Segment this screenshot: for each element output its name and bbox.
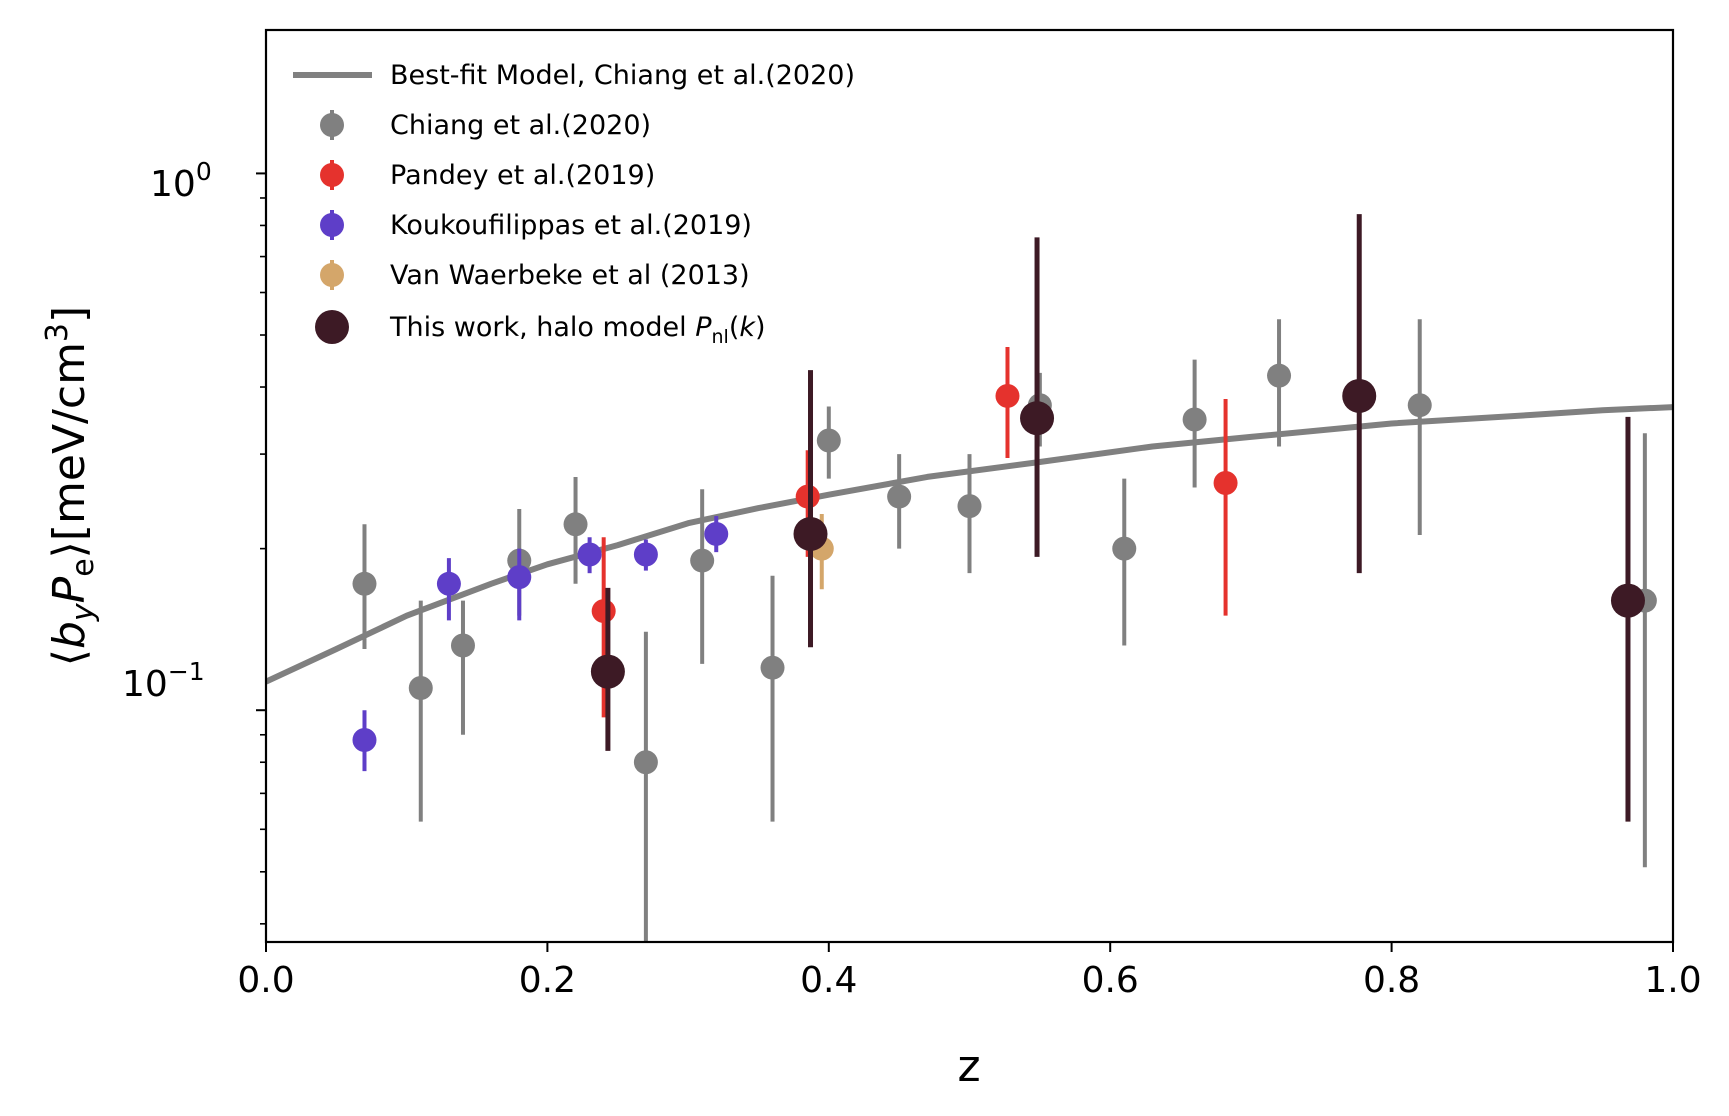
x-axis-ticks: 0.0 0.2 0.4 0.6 0.8 1.0	[237, 942, 1702, 1001]
data-point	[450, 633, 475, 658]
data-point	[1182, 407, 1207, 432]
data-point	[408, 675, 433, 700]
legend-label-koukoufilippas: Koukoufilippas et al.(2019)	[390, 210, 752, 241]
x-tick-label: 0.0	[237, 960, 294, 1001]
data-point	[577, 542, 602, 567]
data-point	[957, 494, 982, 519]
y-tick-exponent: 0	[196, 157, 212, 186]
data-point	[352, 728, 377, 753]
series-0	[352, 319, 1657, 942]
data-point	[1610, 583, 1645, 618]
series-4	[590, 214, 1645, 822]
data-point	[995, 383, 1020, 408]
data-point	[793, 516, 828, 551]
data-point	[1020, 401, 1055, 436]
x-axis-title: z	[957, 1041, 980, 1092]
legend-label-chiang: Chiang et al.(2020)	[390, 110, 651, 141]
data-point	[1342, 378, 1377, 413]
y-axis-title: ⟨byPe⟩[meV/cm3]	[40, 306, 101, 666]
data-point	[590, 654, 625, 689]
best-fit-model-line	[266, 404, 1673, 685]
data-point	[795, 484, 820, 509]
data-point	[1213, 471, 1238, 496]
legend-marker-koukoufilippas	[320, 213, 344, 237]
plot-frame	[264, 28, 1675, 944]
y-axis-ticks	[256, 172, 266, 925]
legend-marker-chiang	[320, 113, 344, 137]
data-point	[633, 542, 658, 567]
legend-label-van-waerbeke: Van Waerbeke et al (2013)	[390, 260, 750, 291]
data-point	[690, 548, 715, 573]
y-tick-exponent: −1	[168, 657, 205, 686]
data-point	[633, 750, 658, 775]
x-tick-label: 0.8	[1363, 960, 1420, 1001]
data-point	[760, 655, 785, 680]
x-tick-label: 1.0	[1644, 960, 1701, 1001]
data-point	[704, 521, 729, 546]
y-tick-label-10e0: 100	[150, 157, 212, 205]
legend-label-this-work: This work, halo model Pnl(k)	[389, 312, 766, 348]
data-layer	[266, 214, 1673, 942]
data-point	[1267, 363, 1292, 388]
legend-label-best-fit: Best-fit Model, Chiang et al.(2020)	[390, 60, 855, 91]
legend-marker-pandey	[320, 163, 344, 187]
data-point	[591, 599, 616, 624]
data-point	[436, 571, 461, 596]
legend-marker-van-waerbeke	[320, 263, 344, 287]
legend-label-pandey: Pandey et al.(2019)	[390, 160, 655, 191]
series-2	[352, 516, 729, 772]
x-tick-label: 0.6	[1082, 960, 1139, 1001]
data-point	[1407, 393, 1432, 418]
series-1	[591, 346, 1238, 718]
data-point	[563, 512, 588, 537]
data-point	[887, 484, 912, 509]
data-point	[1112, 536, 1137, 561]
x-tick-label: 0.4	[800, 960, 857, 1001]
legend-marker-this-work	[315, 310, 349, 344]
data-point	[816, 428, 841, 453]
data-point	[507, 565, 532, 590]
legend: Best-fit Model, Chiang et al.(2020) Chia…	[293, 60, 855, 348]
x-tick-label: 0.2	[519, 960, 576, 1001]
data-point	[352, 571, 377, 596]
y-tick-label-10e-1: 10−1	[122, 657, 205, 705]
